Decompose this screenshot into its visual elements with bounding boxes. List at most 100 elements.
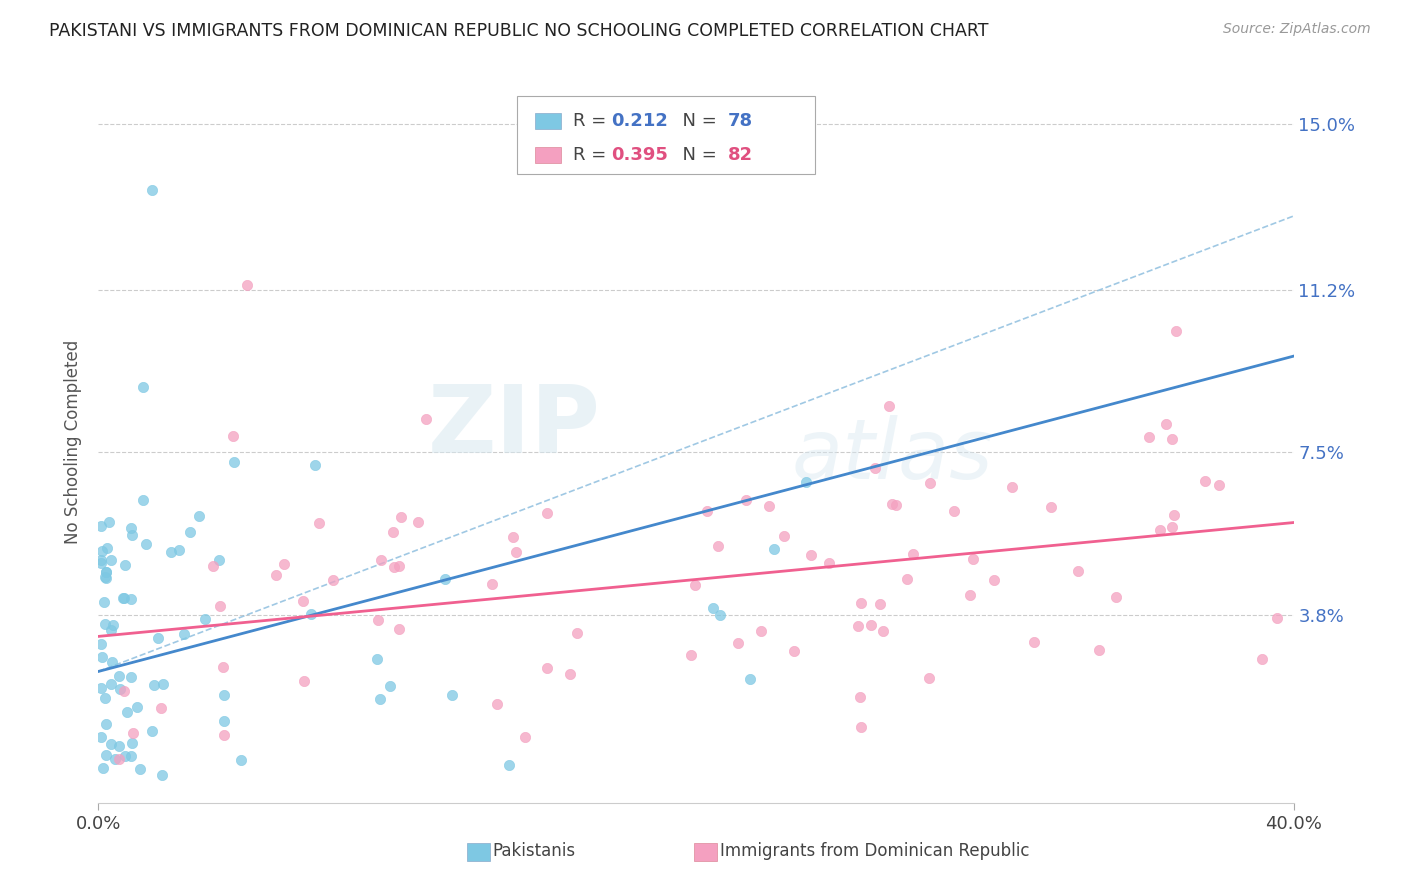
Point [415, 412, 437, 426]
Point [212, 660, 235, 674]
Bar [693, 843, 717, 861]
Point [849, 596, 872, 610]
Point [1067, 564, 1090, 578]
Point [152, 677, 174, 691]
Point [222, 455, 245, 469]
Point [1154, 417, 1177, 431]
Point [100, 677, 122, 691]
Point [440, 688, 463, 702]
Point [115, 706, 138, 720]
Point [800, 548, 823, 562]
Text: Source: ZipAtlas.com: Source: ZipAtlas.com [1223, 22, 1371, 37]
Point [141, 724, 163, 739]
Point [502, 530, 524, 544]
Point [388, 558, 411, 573]
Point [159, 545, 181, 559]
Point [167, 543, 190, 558]
Point [872, 624, 894, 638]
Point [388, 622, 411, 636]
Point [100, 553, 122, 567]
Point [101, 618, 124, 632]
Point [848, 690, 870, 704]
Point [90, 544, 112, 558]
Point [380, 679, 402, 693]
Point [212, 689, 235, 703]
Point [1194, 474, 1216, 488]
Point [208, 599, 231, 613]
Point [114, 558, 136, 572]
Point [201, 559, 224, 574]
Point [322, 574, 344, 588]
Point [122, 726, 145, 740]
Point [96, 565, 118, 579]
Point [141, 183, 163, 197]
Point [1164, 324, 1187, 338]
Point [94, 747, 117, 762]
Point [114, 748, 136, 763]
Point [1250, 651, 1272, 665]
Bar [467, 843, 491, 861]
Point [758, 499, 780, 513]
Point [1163, 508, 1185, 522]
Y-axis label: No Schooling Completed: No Schooling Completed [65, 340, 83, 543]
Point [299, 607, 322, 621]
Point [860, 618, 883, 632]
Point [683, 578, 706, 592]
Point [1001, 480, 1024, 494]
Point [100, 623, 122, 637]
Point [94, 569, 117, 583]
Point [505, 544, 527, 558]
Point [152, 768, 174, 782]
Text: ZIP: ZIP [427, 381, 600, 473]
Point [229, 753, 252, 767]
Point [90, 637, 112, 651]
Point [886, 498, 908, 512]
Point [1104, 590, 1126, 604]
Point [101, 655, 124, 669]
Point [273, 557, 295, 571]
Point [679, 648, 702, 662]
Point [918, 475, 941, 490]
Point [108, 739, 131, 754]
Point [896, 572, 918, 586]
Point [1149, 523, 1171, 537]
Point [236, 277, 259, 292]
Point [104, 752, 127, 766]
Text: PAKISTANI VS IMMIGRANTS FROM DOMINICAN REPUBLIC NO SCHOOLING COMPLETED CORRELATI: PAKISTANI VS IMMIGRANTS FROM DOMINICAN R… [49, 22, 988, 40]
Point [188, 508, 211, 523]
Point [773, 528, 796, 542]
Point [515, 730, 537, 744]
Point [131, 492, 153, 507]
Point [110, 682, 132, 697]
Point [749, 624, 772, 639]
Point [783, 644, 806, 658]
Point [1208, 477, 1230, 491]
Text: 82: 82 [728, 146, 754, 164]
Point [1161, 432, 1184, 446]
Point [368, 692, 391, 706]
Point [120, 669, 142, 683]
Point [738, 672, 761, 686]
Point [150, 700, 173, 714]
Point [135, 537, 157, 551]
Point [308, 516, 330, 530]
Point [536, 506, 558, 520]
Point [90, 553, 112, 567]
Text: 78: 78 [728, 112, 754, 130]
Point [382, 525, 405, 540]
Point [304, 458, 326, 472]
Point [434, 572, 457, 586]
Bar [534, 147, 561, 163]
Point [93, 690, 115, 705]
Point [696, 503, 718, 517]
Bar [534, 113, 561, 129]
Text: atlas: atlas [792, 416, 993, 497]
Text: Immigrants from Dominican Republic: Immigrants from Dominican Republic [720, 842, 1029, 860]
Point [93, 595, 115, 609]
Point [702, 601, 724, 615]
Point [107, 669, 129, 683]
Point [212, 728, 235, 742]
Text: 0.212: 0.212 [612, 112, 668, 130]
Point [1161, 520, 1184, 534]
Point [882, 497, 904, 511]
